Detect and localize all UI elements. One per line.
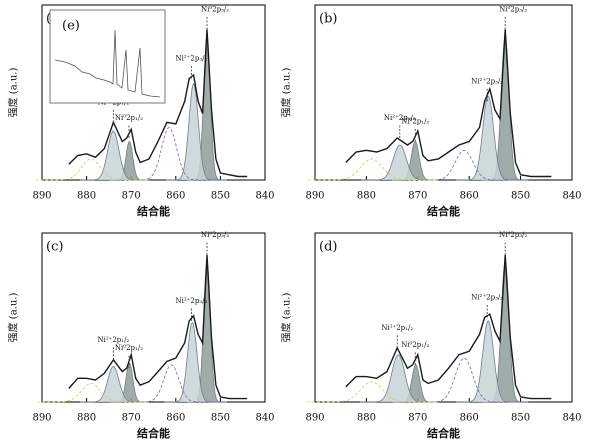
x-tick-label: 880: [77, 191, 96, 202]
peak-label: Ni⁰2p₁/₂: [115, 114, 143, 122]
peak-label: Ni²⁺2p₃/₂: [176, 297, 208, 305]
panel-label: (d): [319, 240, 337, 255]
peak-label: Ni²⁺2p₁/₂: [97, 336, 129, 344]
peak-label: Ni²⁺2p₁/₂: [384, 114, 416, 122]
panel-label: (b): [319, 12, 337, 27]
fit-peak: [361, 144, 439, 181]
x-tick-label: 870: [122, 191, 141, 202]
plot-frame: [41, 4, 266, 181]
peak-label: Ni⁰2p₁/₂: [115, 344, 143, 352]
y-axis-label: 强度 (a.u.): [280, 68, 293, 118]
spectrum: [345, 254, 552, 400]
plot-frame: [41, 232, 266, 403]
inset-label: (e): [62, 19, 80, 34]
inset-frame: [49, 9, 166, 104]
fit-peak: [79, 366, 147, 403]
spectrum: [345, 29, 552, 178]
x-tick-label: 860: [460, 413, 479, 424]
peak-label: Ni⁰2p₃/₂: [499, 231, 527, 239]
x-tick-label: 870: [408, 191, 427, 202]
x-tick-label: 840: [255, 413, 274, 424]
x-tick-label: 880: [357, 413, 376, 424]
x-tick-label: 870: [408, 413, 427, 424]
x-tick-label: 850: [511, 413, 530, 424]
x-tick-label: 840: [562, 413, 581, 424]
plot-frame: [314, 232, 573, 403]
y-axis-label: 强度 (a.u.): [7, 293, 20, 343]
x-axis-label: 结合能: [136, 204, 170, 218]
x-tick-label: 860: [166, 191, 185, 202]
x-tick-label: 850: [211, 191, 230, 202]
x-tick-label: 870: [122, 413, 141, 424]
fit-peak: [126, 364, 216, 403]
peak-label: Ni⁰2p₁/₂: [401, 118, 429, 126]
x-tick-label: 890: [32, 413, 51, 424]
x-tick-label: 850: [211, 413, 230, 424]
x-tick-label: 880: [357, 191, 376, 202]
peak-label: Ni⁰2p₃/₂: [499, 6, 527, 14]
x-axis-label: 结合能: [426, 426, 460, 440]
x-tick-label: 860: [460, 191, 479, 202]
fit-peak: [35, 382, 147, 403]
y-axis-label: 强度 (a.u.): [280, 293, 293, 343]
fit-peak: [412, 357, 516, 403]
spectrum: [68, 254, 248, 400]
peak-label: Ni²⁺2p₃/₂: [471, 294, 503, 302]
spectrum: [68, 29, 248, 178]
x-axis-label: 结合能: [136, 426, 170, 440]
panel-label: (c): [46, 240, 63, 255]
y-axis-label: 强度 (a.u.): [7, 68, 20, 118]
peak-label: Ni⁰2p₃/₂: [201, 6, 229, 14]
peak-label: Ni⁰2p₃/₂: [201, 231, 229, 239]
x-tick-label: 890: [305, 413, 324, 424]
x-tick-label: 840: [562, 191, 581, 202]
x-tick-label: 850: [511, 191, 530, 202]
plot-frame: [314, 4, 573, 181]
x-tick-label: 880: [77, 413, 96, 424]
inset-spectrum: [54, 29, 161, 98]
peak-label: Ni⁰2p₁/₂: [401, 341, 429, 349]
x-tick-label: 840: [255, 191, 274, 202]
peak-label: Ni²⁺2p₃/₂: [471, 77, 503, 85]
fit-peak: [359, 354, 437, 403]
peak-label: Ni²⁺2p₃/₂: [176, 55, 208, 63]
x-tick-label: 860: [166, 413, 185, 424]
x-tick-label: 890: [305, 191, 324, 202]
x-axis-label: 结合能: [426, 204, 460, 218]
fit-peak: [307, 381, 436, 403]
peak-label: Ni²⁺2p₁/₂: [381, 324, 413, 332]
x-tick-label: 890: [32, 191, 51, 202]
fit-peak: [307, 158, 436, 181]
